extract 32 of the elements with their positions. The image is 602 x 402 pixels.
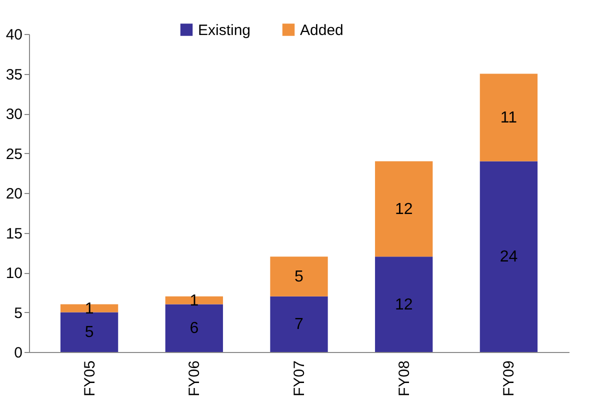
y-tick-label: 25 — [6, 146, 22, 163]
data-label: 12 — [394, 296, 413, 314]
y-tick-label: 15 — [6, 225, 22, 242]
bar — [270, 296, 328, 352]
y-tick-label: 35 — [6, 66, 22, 84]
bar — [270, 256, 328, 296]
data-label: 12 — [394, 200, 413, 218]
x-tick-label: FY05 — [81, 360, 98, 396]
data-label: 5 — [84, 324, 94, 342]
data-label: 7 — [294, 316, 304, 334]
x-tick-label: FY09 — [500, 360, 518, 396]
data-label: 6 — [190, 320, 199, 338]
bar — [165, 304, 223, 352]
x-tick-label: FY08 — [396, 360, 413, 396]
y-tick-label: 30 — [6, 106, 22, 123]
bar — [480, 161, 538, 352]
y-tick-label: 5 — [14, 304, 22, 322]
y-tick-label: 10 — [6, 265, 22, 282]
legend-label: Added — [300, 22, 344, 39]
y-tick-label: 0 — [14, 344, 22, 362]
bar — [375, 256, 433, 352]
y-tick-label: 20 — [6, 186, 22, 202]
data-label: 11 — [500, 109, 518, 126]
y-tick-label: 40 — [6, 26, 22, 44]
bar — [480, 74, 538, 162]
legend-label: Existing — [198, 22, 251, 39]
data-label: 5 — [294, 268, 304, 286]
x-tick-label: FY06 — [186, 360, 204, 396]
data-label: 24 — [500, 248, 518, 266]
bar — [375, 161, 433, 257]
x-tick-label: FY07 — [291, 360, 308, 396]
bar — [60, 312, 118, 352]
